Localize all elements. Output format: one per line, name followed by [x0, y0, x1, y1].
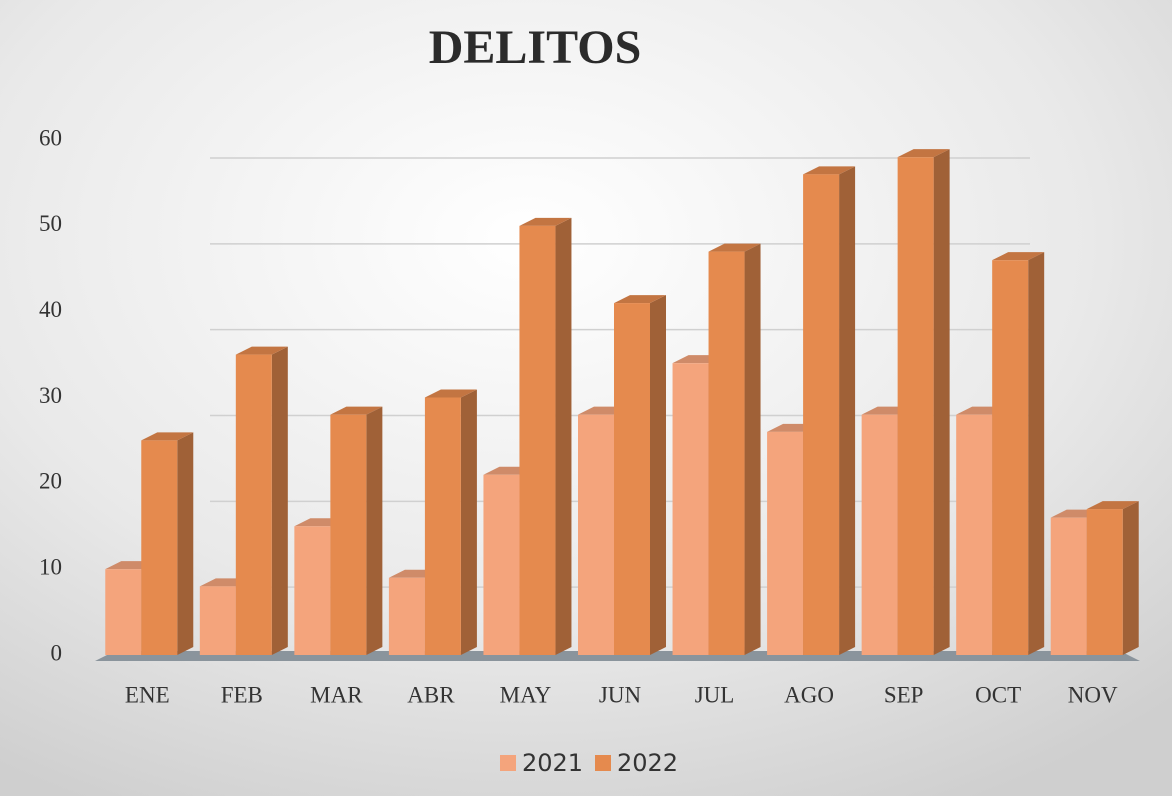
- y-tick-label: 40: [39, 297, 62, 322]
- bar-side: [366, 406, 383, 655]
- bar-side: [1028, 252, 1045, 655]
- bar: [141, 440, 178, 655]
- bar: [294, 526, 331, 655]
- bar: [424, 397, 461, 655]
- x-tick-label: MAY: [500, 682, 552, 707]
- bar-side: [744, 243, 761, 656]
- bar: [388, 577, 425, 655]
- bar-side: [460, 389, 477, 655]
- bar-top: [1086, 501, 1139, 510]
- bar: [708, 251, 745, 656]
- y-tick-label: 10: [39, 554, 62, 579]
- y-tick-label: 50: [39, 211, 62, 236]
- y-tick-label: 0: [51, 640, 63, 665]
- y-tick-label: 60: [39, 125, 62, 150]
- bar: [519, 225, 556, 656]
- x-tick-label: JUN: [599, 682, 642, 707]
- bar-top: [424, 389, 477, 398]
- bar-side: [650, 295, 666, 655]
- legend-swatch: [595, 755, 611, 771]
- x-tick-label: JUL: [695, 682, 735, 707]
- bar: [1050, 517, 1087, 655]
- bar: [803, 174, 840, 656]
- bar-top: [992, 252, 1045, 261]
- bar: [767, 431, 804, 655]
- bar-side: [271, 346, 288, 655]
- x-tick-label: NOV: [1068, 682, 1118, 707]
- legend-label: 2022: [617, 749, 678, 777]
- x-tick-label: FEB: [221, 682, 263, 707]
- bar: [578, 414, 614, 655]
- x-tick-label: ENE: [125, 682, 170, 707]
- y-tick-label: 20: [39, 469, 62, 494]
- bar: [330, 414, 367, 655]
- chart-title: DELITOS: [429, 21, 642, 74]
- bar-top: [235, 346, 288, 355]
- bar: [483, 474, 520, 655]
- bar-side: [177, 432, 194, 655]
- y-tick-label: 30: [39, 383, 62, 408]
- bar-side: [839, 166, 856, 656]
- x-tick-label: OCT: [975, 682, 1021, 707]
- bar-top: [897, 149, 950, 158]
- x-tick-label: MAR: [310, 682, 363, 707]
- bar-top: [614, 295, 666, 304]
- bar-top: [519, 217, 572, 226]
- bar-top: [141, 432, 194, 441]
- legend-label: 2021: [522, 749, 583, 777]
- bar: [105, 569, 142, 655]
- x-tick-label: ABR: [407, 682, 455, 707]
- bar: [992, 260, 1029, 655]
- bar-side: [1122, 501, 1139, 655]
- bar: [1086, 509, 1123, 655]
- bar-side: [933, 149, 950, 655]
- bar-top: [803, 166, 856, 175]
- bar-top: [330, 406, 383, 415]
- bar: [956, 414, 993, 655]
- bar-top: [708, 243, 761, 252]
- bar: [614, 303, 650, 655]
- bar-side: [555, 217, 572, 656]
- x-tick-label: SEP: [884, 682, 924, 707]
- x-tick-label: AGO: [784, 682, 834, 707]
- bar: [861, 414, 898, 655]
- bar: [672, 363, 709, 655]
- bar: [897, 157, 934, 655]
- bar: [235, 354, 272, 655]
- legend-swatch: [500, 755, 516, 771]
- bar: [199, 586, 236, 655]
